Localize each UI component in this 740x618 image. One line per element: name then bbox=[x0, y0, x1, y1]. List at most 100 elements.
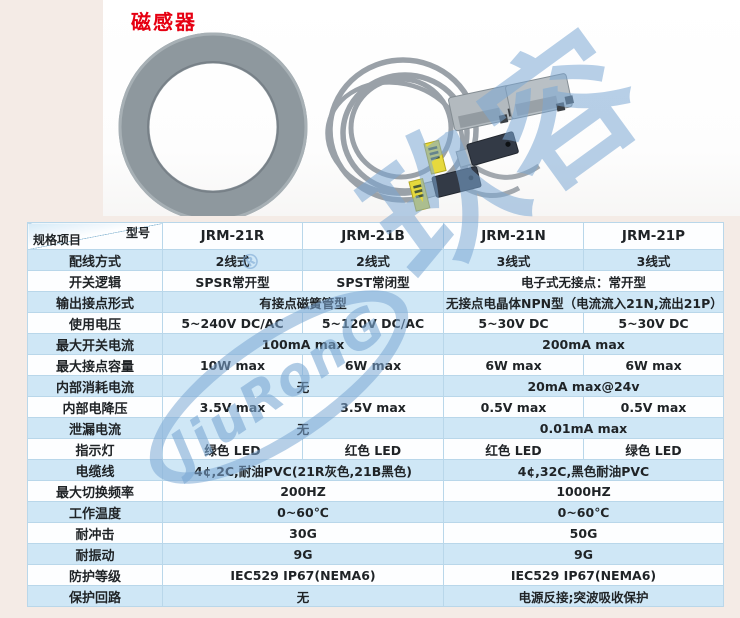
spec-value: 5~30V DC bbox=[583, 312, 724, 334]
table-row: 最大接点容量 10W max 6W max 6W max 6W max bbox=[27, 354, 724, 376]
spec-value: 5~30V DC bbox=[443, 312, 584, 334]
spec-value: SPST常闭型 bbox=[302, 270, 444, 292]
spec-value: 有接点磁簧管型 bbox=[162, 291, 444, 313]
spec-value: 9G bbox=[443, 543, 724, 565]
coiled-cable-image bbox=[325, 57, 541, 203]
spec-value: 200HZ bbox=[162, 480, 444, 502]
table-row: 最大切换频率 200HZ 1000HZ bbox=[27, 480, 724, 502]
spec-value: 绿色 LED bbox=[162, 438, 303, 460]
spec-value: 电子式无接点：常开型 bbox=[443, 270, 724, 292]
spec-value: 3线式 bbox=[443, 249, 584, 271]
clamp-sensor-image bbox=[448, 85, 518, 132]
spec-label: 耐振动 bbox=[27, 543, 163, 565]
yellow-label-image bbox=[408, 178, 431, 212]
spec-label: 配线方式 bbox=[27, 249, 163, 271]
model-header: JRM-21B bbox=[302, 222, 444, 250]
table-row: 输出接点形式 有接点磁簧管型 无接点电晶体NPN型（电流流入21N,流出21P） bbox=[27, 291, 724, 313]
spec-label: 指示灯 bbox=[27, 438, 163, 460]
spec-value: 无 bbox=[162, 417, 444, 439]
model-header-row: 型号 规格项目 JRM-21R JRM-21B JRM-21N JRM-21P bbox=[27, 222, 724, 250]
spec-value: IEC529 IP67(NEMA6) bbox=[443, 564, 724, 586]
corner-model-label: 型号 bbox=[125, 226, 150, 240]
spec-label: 开关逻辑 bbox=[27, 270, 163, 292]
spec-value: 无 bbox=[162, 375, 444, 397]
spec-value: 0~60℃ bbox=[162, 501, 444, 523]
model-header: JRM-21R bbox=[162, 222, 303, 250]
table-row: 内部电降压 3.5V max 3.5V max 0.5V max 0.5V max bbox=[27, 396, 724, 418]
model-header: JRM-21N bbox=[443, 222, 584, 250]
spec-label: 内部消耗电流 bbox=[27, 375, 163, 397]
spec-value: IEC529 IP67(NEMA6) bbox=[162, 564, 444, 586]
spec-value: 3.5V max bbox=[302, 396, 444, 418]
spec-value: 30G bbox=[162, 522, 444, 544]
spec-value: 3线式 bbox=[583, 249, 724, 271]
spec-value: 4¢,2C,耐油PVC(21R灰色,21B黑色) bbox=[162, 459, 444, 481]
spec-value: SPSR常开型 bbox=[162, 270, 303, 292]
clamp-sensor-image bbox=[505, 73, 575, 120]
table-row: 开关逻辑 SPSR常开型 SPST常闭型 电子式无接点：常开型 bbox=[27, 270, 724, 292]
spec-value: 电源反接;突波吸收保护 bbox=[443, 585, 724, 607]
table-row: 使用电压 5~240V DC/AC 5~120V DC/AC 5~30V DC 5~30… bbox=[27, 312, 724, 334]
spec-table-body: 配线方式 2线式 2线式 3线式 3线式 开关逻辑 SPSR常开型 SPST常闭型 电子式无接点… bbox=[27, 249, 724, 607]
spec-label: 防护等级 bbox=[27, 564, 163, 586]
magnet-ring-image bbox=[118, 32, 308, 222]
spec-label: 最大接点容量 bbox=[27, 354, 163, 376]
spec-value: 0.5V max bbox=[583, 396, 724, 418]
spec-label: 最大开关电流 bbox=[27, 333, 163, 355]
spec-value: 6W max bbox=[443, 354, 584, 376]
spec-label: 输出接点形式 bbox=[27, 291, 163, 313]
spec-value: 1000HZ bbox=[443, 480, 724, 502]
spec-value: 20mA max@24v bbox=[443, 375, 724, 397]
spec-value: 0.01mA max bbox=[443, 417, 724, 439]
spec-label: 泄漏电流 bbox=[27, 417, 163, 439]
spec-label: 工作温度 bbox=[27, 501, 163, 523]
spec-value: 0.5V max bbox=[443, 396, 584, 418]
spec-value: 5~240V DC/AC bbox=[162, 312, 303, 334]
page-title: 磁感器 bbox=[131, 10, 197, 34]
table-row: 指示灯 绿色 LED 红色 LED 红色 LED 绿色 LED bbox=[27, 438, 724, 460]
spec-value: 6W max bbox=[302, 354, 444, 376]
table-row: 耐冲击 30G 50G bbox=[27, 522, 724, 544]
table-row: 工作温度 0~60℃ 0~60℃ bbox=[27, 501, 724, 523]
table-row: 保护回路无电源反接;突波吸收保护 bbox=[27, 585, 724, 607]
spec-value: 无 bbox=[162, 585, 444, 607]
table-row: 最大开关电流 100mA max 200mA max bbox=[27, 333, 724, 355]
spec-label: 内部电降压 bbox=[27, 396, 163, 418]
table-row: 耐振动 9G 9G bbox=[27, 543, 724, 565]
spec-value: 绿色 LED bbox=[583, 438, 724, 460]
table-row: 电缆线 4¢,2C,耐油PVC(21R灰色,21B黑色) 4¢,32C,黑色耐油PV… bbox=[27, 459, 724, 481]
spec-value: 红色 LED bbox=[302, 438, 444, 460]
product-photo-panel: 磁感器 bbox=[103, 0, 740, 222]
spec-value: 2线式 bbox=[162, 249, 303, 271]
product-photo-graphic bbox=[118, 32, 575, 222]
table-row: 泄漏电流无 0.01mA max bbox=[27, 417, 724, 439]
spec-value: 3.5V max bbox=[162, 396, 303, 418]
reed-sensor-image bbox=[455, 131, 519, 168]
table-row: 防护等级 IEC529 IP67(NEMA6) IEC529 IP67(NEMA6) bbox=[27, 564, 724, 586]
spec-value: 0~60℃ bbox=[443, 501, 724, 523]
spec-value: 2线式 bbox=[302, 249, 444, 271]
spec-value: 5~120V DC/AC bbox=[302, 312, 444, 334]
yellow-label-image bbox=[423, 139, 447, 175]
spec-value: 无接点电晶体NPN型（电流流入21N,流出21P） bbox=[443, 291, 724, 313]
spec-value: 红色 LED bbox=[443, 438, 584, 460]
corner-header-cell: 型号 规格项目 bbox=[27, 222, 163, 250]
spec-label: 耐冲击 bbox=[27, 522, 163, 544]
spec-value: 50G bbox=[443, 522, 724, 544]
spec-label: 电缆线 bbox=[27, 459, 163, 481]
corner-spec-label: 规格项目 bbox=[33, 233, 82, 247]
spec-label: 最大切换频率 bbox=[27, 480, 163, 502]
spec-value: 4¢,32C,黑色耐油PVC bbox=[443, 459, 724, 481]
table-row: 配线方式 2线式 2线式 3线式 3线式 bbox=[27, 249, 724, 271]
spec-value: 9G bbox=[162, 543, 444, 565]
model-header: JRM-21P bbox=[583, 222, 724, 250]
spec-value: 100mA max bbox=[162, 333, 444, 355]
spec-label: 保护回路 bbox=[27, 585, 163, 607]
spec-value: 10W max bbox=[162, 354, 303, 376]
table-row: 内部消耗电流无 20mA max@24v bbox=[27, 375, 724, 397]
spec-table: 型号 规格项目 JRM-21R JRM-21B JRM-21N JRM-21P … bbox=[27, 222, 724, 607]
spec-value: 200mA max bbox=[443, 333, 724, 355]
spec-value: 6W max bbox=[583, 354, 724, 376]
spec-label: 使用电压 bbox=[27, 312, 163, 334]
